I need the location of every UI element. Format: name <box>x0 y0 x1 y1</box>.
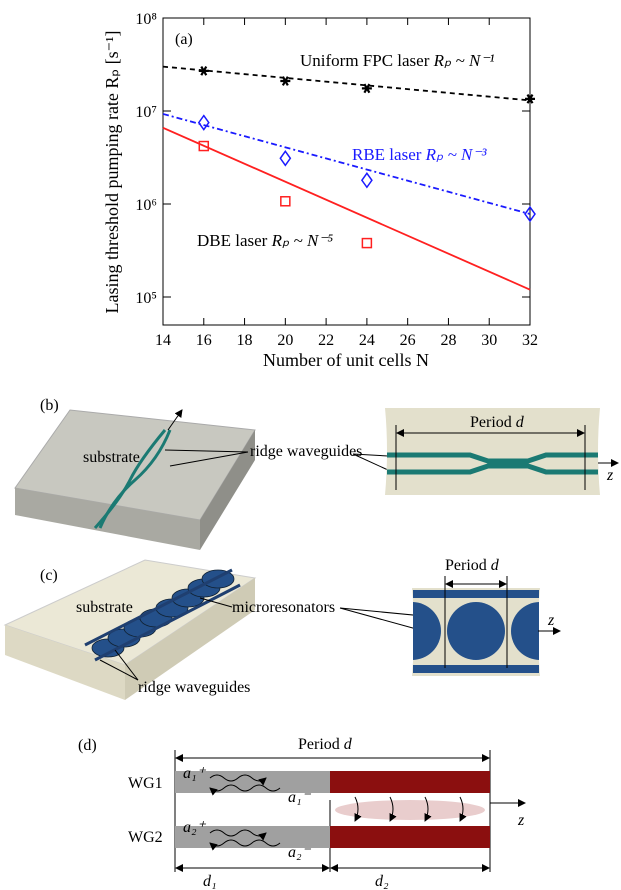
y-tick-label: 10⁵ <box>135 290 157 307</box>
pointer <box>352 453 389 471</box>
pointer <box>169 451 249 467</box>
point <box>525 93 535 104</box>
pointer <box>339 607 421 631</box>
point <box>280 196 291 207</box>
fit-line <box>162 65 531 102</box>
coupling-arrows <box>354 796 467 822</box>
z-label: z <box>547 612 555 629</box>
mode-label: a₂⁺ <box>183 819 207 836</box>
waveguide <box>387 463 598 475</box>
series-law: Rₚ ~ N⁻¹ <box>433 51 495 70</box>
waveguide <box>387 452 598 464</box>
annotation: substrate <box>83 449 140 466</box>
annotation: microresonators <box>232 599 335 616</box>
panel-label: (a) <box>175 31 193 48</box>
mode-label: a₂⁻ <box>288 844 312 861</box>
wave-arrows <box>209 774 281 851</box>
wg-label: WG2 <box>128 829 163 846</box>
y-tick-label: 10⁷ <box>135 104 157 121</box>
panel-d: (d) Period d WG1 WG2 a₁⁺ a₁⁻ a₂⁺ a₂⁻ z d… <box>78 736 526 890</box>
x-axis-label: Number of unit cells N <box>263 350 429 370</box>
series-name: DBE laser <box>197 231 268 250</box>
slab-side <box>125 578 255 700</box>
y-tick-label: 10⁸ <box>135 11 157 28</box>
wg1-coupled <box>330 771 490 793</box>
pointer <box>99 659 139 681</box>
annotation: ridge waveguides <box>138 679 250 696</box>
point <box>361 237 373 249</box>
point <box>279 150 292 167</box>
d2-label: d₂ <box>375 873 389 890</box>
point <box>198 140 210 152</box>
x-tick-label: 24 <box>359 332 375 349</box>
x-tick-label: 20 <box>277 332 293 349</box>
fit-line <box>162 113 531 215</box>
x-tick-label: 30 <box>481 332 497 349</box>
series-label: Uniform FPC laser Rₚ ~ N⁻¹ <box>300 51 494 70</box>
series-law: Rₚ ~ N⁻⁵ <box>271 231 334 250</box>
annotation: substrate <box>76 599 133 616</box>
slab-front <box>5 625 125 700</box>
waveguide <box>84 568 233 647</box>
x-tick-label: 32 <box>522 332 538 349</box>
coupling-field <box>335 800 485 820</box>
panel-label: (d) <box>78 737 97 754</box>
mode-label: a₁⁻ <box>288 789 312 806</box>
period-label: Period d <box>298 736 353 753</box>
series-name: Uniform FPC laser <box>300 51 430 70</box>
slab-front <box>15 488 200 550</box>
point <box>360 171 373 189</box>
d1-label: d₁ <box>203 873 217 890</box>
point <box>361 83 372 94</box>
x-tick-label: 18 <box>237 332 253 349</box>
panel-label: (b) <box>40 397 59 414</box>
y-tick-label: 10⁶ <box>135 197 157 214</box>
series-label: RBE laser Rₚ ~ N⁻³ <box>352 145 487 164</box>
point <box>197 114 210 131</box>
z-label: z <box>606 467 614 484</box>
series-label: DBE laser Rₚ ~ N⁻⁵ <box>197 231 333 250</box>
waveguide <box>98 429 172 529</box>
y-axis-label: Lasing threshold pumping rate Rₚ [s⁻¹] <box>102 30 122 313</box>
x-tick-label: 22 <box>318 332 334 349</box>
pointer <box>114 649 139 681</box>
wg2-coupled <box>330 826 490 848</box>
panel-b: (b) substrate ridge waveguides Period d … <box>14 397 619 550</box>
x-tick-label: 26 <box>400 332 416 349</box>
point <box>198 66 209 76</box>
fit-line <box>162 126 531 291</box>
waveguide <box>94 583 241 662</box>
series-law: Rₚ ~ N⁻³ <box>425 145 488 164</box>
x-tick-label: 16 <box>196 332 212 349</box>
z-label: z <box>517 812 525 829</box>
slab-side <box>200 430 255 550</box>
period-label: Period d <box>445 557 500 574</box>
pointer <box>352 453 389 457</box>
pointer <box>199 597 233 608</box>
point <box>524 205 536 223</box>
plot-frame <box>162 17 531 326</box>
resonator-row <box>413 590 539 673</box>
annotation: ridge waveguides <box>250 443 362 460</box>
series-name: RBE laser <box>352 145 422 164</box>
arrow <box>167 409 183 431</box>
mode-label: a₁⁺ <box>183 765 207 782</box>
panel-label: (c) <box>40 567 58 584</box>
x-tick-label: 28 <box>440 332 456 349</box>
point <box>280 76 291 86</box>
pointer <box>164 449 249 453</box>
period-label: Period d <box>470 414 525 431</box>
wg-label: WG1 <box>128 775 163 792</box>
panel-c: (c) substrate microresonators ridge wave… <box>3 557 561 700</box>
x-tick-label: 14 <box>155 332 171 349</box>
chart: (a) Lasing threshold pumping rate Rₚ [s⁻… <box>102 11 538 370</box>
